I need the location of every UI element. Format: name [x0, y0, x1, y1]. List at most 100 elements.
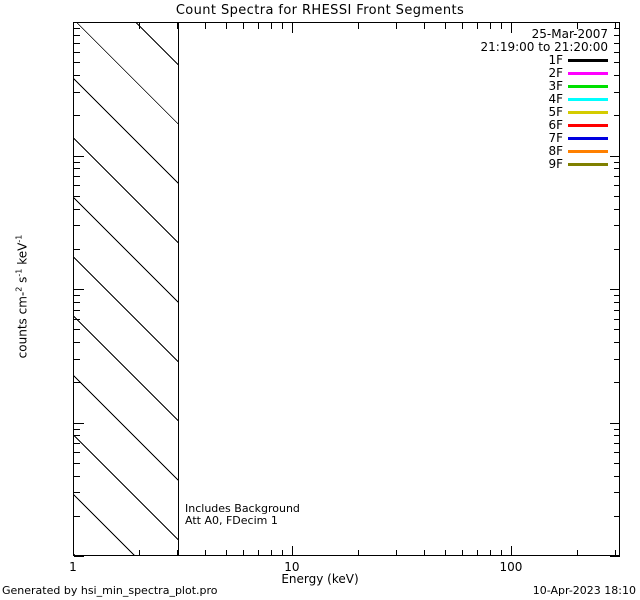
axis-tick — [614, 162, 620, 163]
x-tick-label: 1 — [69, 560, 77, 574]
axis-tick — [614, 209, 620, 210]
legend: 25-Mar-2007 21:19:00 to 21:20:00 1F 2F 3F 4… — [352, 28, 608, 171]
axis-tick — [614, 319, 620, 320]
axis-tick — [282, 23, 283, 29]
axis-tick — [614, 225, 620, 226]
axis-tick — [74, 176, 80, 177]
axis-tick — [74, 463, 80, 464]
axis-tick — [610, 156, 620, 157]
legend-item-3f[interactable]: 3F — [352, 80, 608, 93]
legend-color-swatch — [568, 111, 608, 114]
axis-tick — [74, 92, 80, 93]
axis-tick — [615, 550, 616, 556]
axis-tick — [614, 359, 620, 360]
axis-tick — [424, 23, 425, 29]
axis-tick — [610, 289, 620, 290]
axis-tick — [74, 452, 80, 453]
x-tick-label: 10 — [284, 560, 300, 574]
x-tick-label: 100 — [499, 560, 523, 574]
plot-annotation: Includes Background Att A0, FDecim 1 — [185, 503, 300, 527]
axis-tick — [614, 516, 620, 517]
axis-tick — [462, 550, 463, 556]
legend-item-label: 1F — [548, 53, 563, 67]
axis-tick — [577, 23, 578, 29]
axis-tick — [511, 546, 512, 556]
axis-tick — [614, 310, 620, 311]
axis-tick — [614, 295, 620, 296]
axis-tick — [614, 196, 620, 197]
axis-tick — [74, 75, 80, 76]
axis-tick — [614, 443, 620, 444]
legend-item-9f[interactable]: 9F — [352, 158, 608, 171]
legend-item-label: 7F — [548, 131, 563, 145]
axis-tick — [74, 492, 80, 493]
axis-tick — [243, 550, 244, 556]
legend-item-1f[interactable]: 1F — [352, 54, 608, 67]
axis-tick — [243, 23, 244, 29]
legend-item-8f[interactable]: 8F — [352, 145, 608, 158]
legend-color-swatch — [568, 163, 608, 166]
axis-tick — [74, 249, 80, 250]
axis-tick — [614, 429, 620, 430]
axis-tick — [74, 476, 80, 477]
axis-tick — [490, 550, 491, 556]
axis-tick — [614, 249, 620, 250]
axis-tick — [614, 92, 620, 93]
legend-item-4f[interactable]: 4F — [352, 93, 608, 106]
legend-item-5f[interactable]: 5F — [352, 106, 608, 119]
axis-tick — [74, 35, 80, 36]
axis-tick — [614, 452, 620, 453]
legend-color-swatch — [568, 72, 608, 75]
axis-tick — [74, 225, 80, 226]
hatched-low-energy-band — [74, 23, 179, 555]
legend-item-label: 5F — [548, 105, 563, 119]
plot-area — [73, 22, 620, 556]
legend-time-range: 21:19:00 to 21:20:00 — [480, 40, 608, 54]
annotation-line-2: Att A0, FDecim 1 — [185, 514, 278, 527]
axis-tick — [614, 35, 620, 36]
legend-item-2f[interactable]: 2F — [352, 67, 608, 80]
axis-tick — [445, 550, 446, 556]
x-axis-title: Energy (keV) — [281, 572, 359, 586]
axis-tick — [271, 23, 272, 29]
annotation-line-1: Includes Background — [185, 502, 300, 515]
footer-timestamp: 10-Apr-2023 18:10 — [532, 584, 636, 597]
axis-tick — [74, 319, 80, 320]
axis-tick — [74, 115, 80, 116]
axis-tick — [74, 156, 84, 157]
axis-tick — [177, 23, 178, 29]
axis-tick — [74, 556, 84, 557]
legend-color-swatch — [568, 137, 608, 140]
axis-tick — [74, 162, 80, 163]
axis-tick — [74, 209, 80, 210]
axis-tick — [74, 359, 80, 360]
legend-color-swatch — [568, 150, 608, 153]
axis-tick — [292, 546, 293, 556]
axis-tick — [614, 329, 620, 330]
axis-tick — [462, 23, 463, 29]
legend-item-label: 4F — [548, 92, 563, 106]
axis-tick — [358, 23, 359, 29]
axis-tick — [74, 329, 80, 330]
axis-tick — [614, 302, 620, 303]
axis-tick — [614, 476, 620, 477]
axis-tick — [74, 423, 84, 424]
axis-tick — [445, 23, 446, 29]
axis-tick — [477, 23, 478, 29]
legend-color-swatch — [568, 124, 608, 127]
legend-entries: 1F 2F 3F 4F 5F 6F 7F 8F 9F — [352, 54, 608, 171]
axis-tick — [74, 43, 80, 44]
axis-tick — [177, 550, 178, 556]
legend-item-7f[interactable]: 7F — [352, 132, 608, 145]
axis-tick — [73, 546, 74, 556]
axis-tick — [511, 23, 512, 33]
footer-generator-text: Generated by hsi_min_spectra_plot.pro — [2, 584, 218, 597]
axis-tick — [74, 516, 80, 517]
axis-tick — [610, 556, 620, 557]
axis-tick — [258, 550, 259, 556]
legend-color-swatch — [568, 59, 608, 62]
legend-date: 25-Mar-2007 — [531, 27, 608, 41]
legend-color-swatch — [568, 85, 608, 88]
legend-item-6f[interactable]: 6F — [352, 119, 608, 132]
axis-tick — [614, 75, 620, 76]
